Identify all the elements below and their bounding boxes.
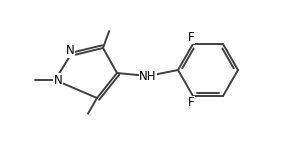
Text: NH: NH (139, 70, 157, 82)
Text: N: N (54, 73, 62, 86)
Text: F: F (188, 97, 194, 109)
Text: F: F (188, 30, 194, 43)
Text: N: N (66, 45, 74, 58)
